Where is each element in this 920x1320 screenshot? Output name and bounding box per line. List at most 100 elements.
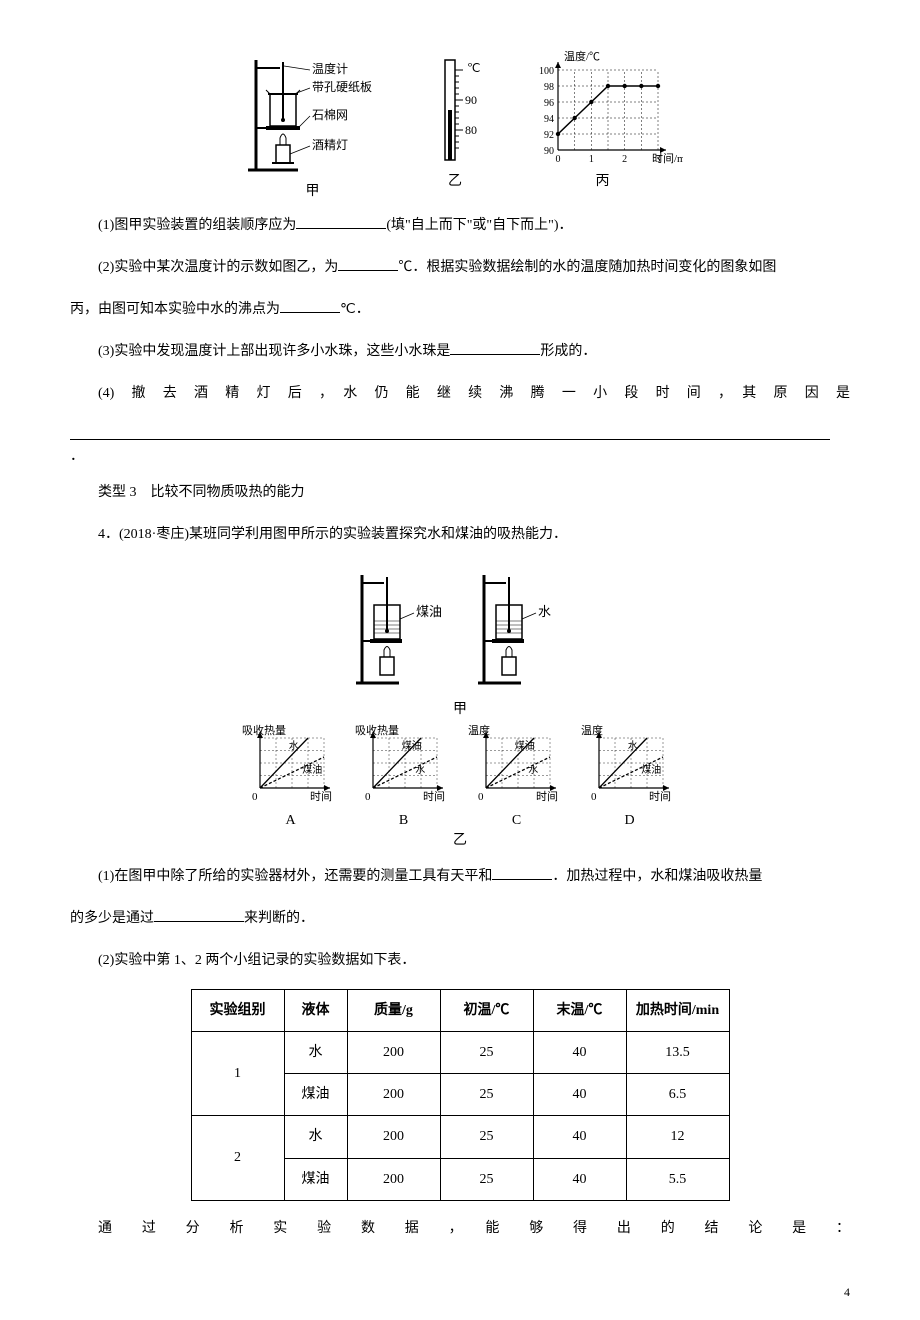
q4-justify: (4) 撤 去 酒 精 灯 后 ， 水 仍 能 继 续 沸 腾 一 小 段 时 … [70, 380, 850, 408]
q3-text: (3)实验中发现温度计上部出现许多小水珠，这些小水珠是 形成的． [70, 338, 850, 366]
figure-2a: 煤油 水 甲 [70, 563, 850, 718]
group-cell: 1 [191, 1031, 284, 1115]
fig1-caption-c: 丙 [523, 170, 683, 190]
p1-blank1[interactable] [492, 865, 552, 880]
table-header: 实验组别 [191, 989, 284, 1031]
data-cell: 200 [347, 1074, 440, 1116]
q2-line2a: 丙，由图可知本实验中水的沸点为 [70, 302, 280, 317]
table-header: 初温/℃ [440, 989, 533, 1031]
q2-blank1[interactable] [338, 256, 398, 271]
apparatus-right: 水 [466, 563, 576, 698]
q2-b: ℃．根据实验数据绘制的水的温度随加热时间变化的图象如图 [398, 260, 776, 275]
svg-text:100: 100 [539, 66, 554, 77]
data-table: 实验组别液体质量/g初温/℃末温/℃加热时间/min1水200254013.5煤… [191, 989, 730, 1201]
fig2-caption-b: 乙 [70, 829, 850, 849]
svg-text:96: 96 [544, 98, 554, 109]
mini-chart-D: 水煤油温度0时间D [577, 718, 682, 829]
fig2-caption-a: 甲 [70, 698, 850, 718]
data-cell: 水 [284, 1031, 347, 1073]
thermo-tick-80: 80 [465, 123, 477, 137]
svg-text:水: 水 [289, 740, 299, 752]
p1-blank2[interactable] [154, 907, 244, 922]
q1-a: (1)图甲实验装置的组装顺序应为 [98, 218, 296, 233]
svg-text:水: 水 [628, 740, 638, 752]
svg-text:时间/min: 时间/min [652, 152, 683, 165]
data-cell: 煤油 [284, 1158, 347, 1200]
mini-chart-C: 煤油水温度0时间C [464, 718, 569, 829]
svg-text:时间: 时间 [423, 790, 445, 803]
thermo-tick-90: 90 [465, 93, 477, 107]
mini-chart-caption: B [351, 813, 456, 829]
svg-text:0: 0 [555, 154, 560, 165]
fig1-caption-a: 甲 [238, 180, 388, 200]
svg-text:90: 90 [544, 146, 554, 157]
p1-b: ．加热过程中，水和煤油吸收热量 [552, 869, 762, 884]
group-cell: 2 [191, 1116, 284, 1200]
p2-text: (2)实验中第 1、2 两个小组记录的实验数据如下表． [70, 947, 850, 975]
svg-text:吸收热量: 吸收热量 [355, 723, 399, 737]
q3-a: (3)实验中发现温度计上部出现许多小水珠，这些小水珠是 [98, 344, 450, 359]
svg-text:水: 水 [415, 764, 425, 776]
q3-b: 形成的． [540, 344, 596, 359]
svg-text:温度/℃: 温度/℃ [564, 50, 600, 63]
figure-1: 温度计 带孔硬纸板 石棉网 酒精灯 甲 [70, 50, 850, 200]
svg-text:94: 94 [544, 114, 554, 125]
svg-text:煤油: 煤油 [402, 739, 422, 752]
q2-a: (2)实验中某次温度计的示数如图乙，为 [98, 260, 338, 275]
data-cell: 6.5 [626, 1074, 729, 1116]
data-cell: 200 [347, 1116, 440, 1158]
mini-chart-caption: A [238, 813, 343, 829]
q1-blank[interactable] [296, 214, 386, 229]
fig2-right-label: 水 [538, 604, 551, 619]
table-row: 2水200254012 [191, 1116, 729, 1158]
svg-text:煤油: 煤油 [302, 763, 322, 776]
page-number: 4 [844, 1285, 850, 1300]
q2-line2: 丙，由图可知本实验中水的沸点为℃． [70, 296, 850, 324]
data-cell: 25 [440, 1116, 533, 1158]
temp-time-chart: 10098969492900123温度/℃时间/min 丙 [523, 50, 683, 190]
q4-long-blank[interactable] [70, 422, 830, 440]
table-header: 加热时间/min [626, 989, 729, 1031]
q2-blank2[interactable] [280, 298, 340, 313]
apparatus-left: 煤油 [344, 563, 454, 698]
data-cell: 25 [440, 1158, 533, 1200]
thermometer-diagram: ℃ 90 80 乙 [425, 50, 485, 190]
q3-blank[interactable] [450, 340, 540, 355]
apparatus-label-0: 温度计 [312, 61, 348, 76]
svg-text:0: 0 [365, 791, 371, 803]
svg-text:时间: 时间 [536, 790, 558, 803]
q4-period: ． [70, 449, 84, 464]
type3-heading: 类型 3 比较不同物质吸热的能力 [70, 479, 850, 507]
mini-chart-A: 水煤油吸收热量0时间A [238, 718, 343, 829]
data-cell: 40 [533, 1158, 626, 1200]
table-row: 1水200254013.5 [191, 1031, 729, 1073]
data-cell: 煤油 [284, 1074, 347, 1116]
svg-text:0: 0 [591, 791, 597, 803]
tail-justify: 通 过 分 析 实 验 数 据 ， 能 够 得 出 的 结 论 是 ： [70, 1215, 850, 1243]
apparatus-label-3: 酒精灯 [312, 138, 348, 152]
svg-text:煤油: 煤油 [515, 739, 535, 752]
data-cell: 25 [440, 1031, 533, 1073]
table-header: 末温/℃ [533, 989, 626, 1031]
data-cell: 40 [533, 1074, 626, 1116]
table-header: 液体 [284, 989, 347, 1031]
data-cell: 40 [533, 1116, 626, 1158]
p1-line2b: 来判断的． [244, 911, 314, 926]
svg-text:吸收热量: 吸收热量 [242, 723, 286, 737]
p1-line2a: 的多少是通过 [70, 911, 154, 926]
p1-line1: (1)在图甲中除了所给的实验器材外，还需要的测量工具有天平和．加热过程中，水和煤… [70, 863, 850, 891]
apparatus-diagram: 温度计 带孔硬纸板 石棉网 酒精灯 甲 [238, 50, 388, 200]
apparatus-label-2: 石棉网 [312, 108, 348, 122]
table-header: 质量/g [347, 989, 440, 1031]
mini-chart-B: 煤油水 吸收热量 0 时间 B [351, 718, 456, 829]
fig2-left-label: 煤油 [416, 604, 442, 619]
svg-text:温度: 温度 [581, 723, 603, 737]
q1-b: (填"自上而下"或"自下而上")． [386, 218, 572, 233]
fig1-caption-b: 乙 [425, 170, 485, 190]
svg-text:92: 92 [544, 130, 554, 141]
data-cell: 200 [347, 1031, 440, 1073]
q1-text: (1)图甲实验装置的组装顺序应为 (填"自上而下"或"自下而上")． [70, 212, 850, 240]
data-cell: 5.5 [626, 1158, 729, 1200]
svg-text:时间: 时间 [649, 790, 671, 803]
data-cell: 40 [533, 1031, 626, 1073]
